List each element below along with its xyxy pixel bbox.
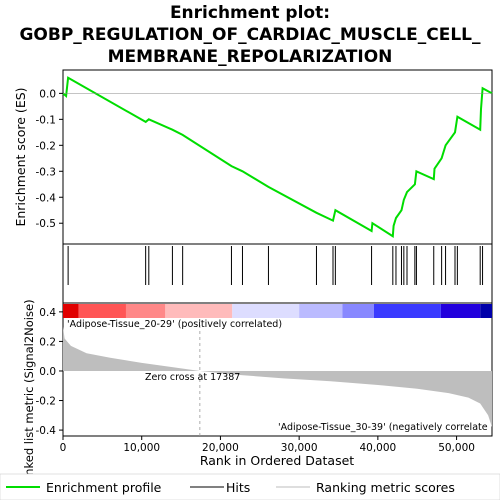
metric-tick-label: 0.2 bbox=[39, 336, 56, 348]
heat-segment-2 bbox=[125, 304, 166, 318]
positive-correlation-label: 'Adipose-Tissue_20-29' (positively corre… bbox=[67, 319, 282, 330]
axis-ticks: 0.0 -0.1 -0.2 -0.3 -0.4 -0.5 0.4 0.2 0.0 -0.2 -0.4… bbox=[36, 88, 475, 454]
x-tick-label: 0 bbox=[60, 442, 67, 454]
legend-enrichment-label: Enrichment profile bbox=[46, 480, 162, 495]
x-tick-label: 50,000 bbox=[438, 442, 475, 454]
es-tick-label: -0.3 bbox=[36, 166, 57, 178]
zero-cross-label: Zero cross at 17387 bbox=[145, 372, 240, 383]
enrichment-profile bbox=[62, 76, 493, 238]
hits-marks bbox=[67, 246, 484, 285]
x-axis-label: Rank in Ordered Dataset bbox=[200, 453, 354, 468]
correlation-heat-strip bbox=[63, 304, 492, 318]
title-line-2: GOBP_REGULATION_OF_CARDIAC_MUSCLE_CELL_ bbox=[19, 25, 481, 45]
legend-metric-label: Ranking metric scores bbox=[316, 480, 455, 495]
heat-segment-7 bbox=[373, 304, 441, 318]
heat-segment-0 bbox=[63, 304, 79, 318]
x-tick-label: 20,000 bbox=[202, 442, 239, 454]
heat-segment-9 bbox=[480, 304, 492, 318]
es-tick-label: 0.0 bbox=[39, 88, 56, 100]
heat-segment-5 bbox=[299, 304, 343, 318]
x-tick-label: 40,000 bbox=[359, 442, 396, 454]
legend-hits-label: Hits bbox=[226, 480, 250, 495]
metric-tick-label: 0.4 bbox=[39, 307, 56, 319]
x-tick-label: 30,000 bbox=[281, 442, 318, 454]
es-tick-label: -0.1 bbox=[36, 114, 57, 126]
metric-tick-label: 0.0 bbox=[39, 366, 56, 378]
es-panel-frame bbox=[62, 69, 493, 245]
enrichment-profile-line bbox=[62, 76, 493, 238]
hits-panel-frame bbox=[62, 243, 493, 304]
metric-area-fill bbox=[63, 326, 492, 428]
title-line-3: MEMBRANE_REPOLARIZATION bbox=[108, 47, 393, 67]
heat-segment-1 bbox=[78, 304, 126, 318]
metric-y-axis-label: Ranked list metric (Signal2Noise) bbox=[22, 299, 36, 490]
negative-correlation-label: 'Adipose-Tissue_30-39' (negatively corre… bbox=[278, 422, 488, 433]
es-tick-label: -0.5 bbox=[36, 218, 57, 230]
x-tick-label: 10,000 bbox=[123, 442, 160, 454]
heat-segment-8 bbox=[440, 304, 481, 318]
metric-tick-label: -0.4 bbox=[36, 425, 57, 437]
metric-tick-label: -0.2 bbox=[36, 396, 57, 408]
heat-segment-3 bbox=[165, 304, 233, 318]
es-tick-label: -0.2 bbox=[36, 140, 57, 152]
heat-segment-6 bbox=[342, 304, 374, 318]
heat-segment-4 bbox=[232, 304, 300, 318]
metric-area bbox=[63, 326, 492, 428]
legend-box bbox=[0, 473, 500, 500]
es-y-axis-label: Enrichment score (ES) bbox=[13, 87, 28, 226]
es-tick-label: -0.4 bbox=[36, 192, 57, 204]
title-line-1: Enrichment plot: bbox=[170, 3, 330, 23]
